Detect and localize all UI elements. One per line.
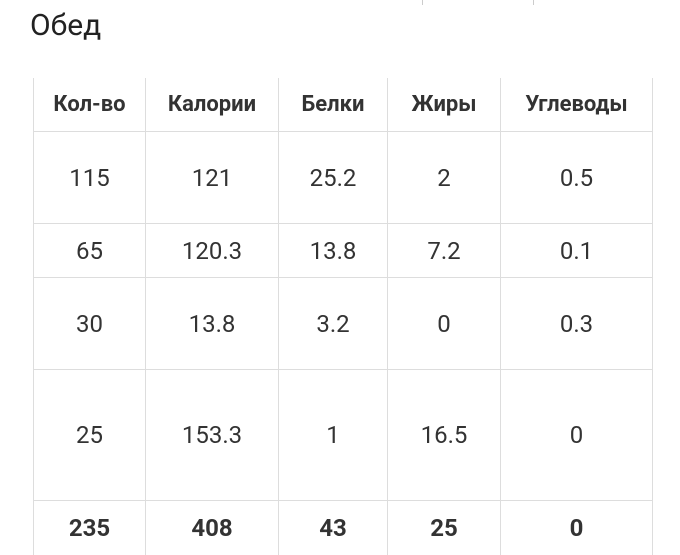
total-row: 235 408 43 25 0: [33, 500, 653, 555]
title: Обед: [30, 8, 102, 43]
cell: 153.3: [145, 369, 279, 501]
cell: 121: [145, 131, 279, 224]
cell: 13.8: [145, 277, 279, 370]
column-header: Кол-во: [33, 78, 146, 132]
cell: 13.8: [278, 223, 388, 278]
column-header: Калории: [145, 78, 279, 132]
total-cell: 43: [278, 500, 388, 555]
cell: 0: [500, 369, 653, 501]
cell: 25.2: [278, 131, 388, 224]
cell: 25: [33, 369, 146, 501]
cell: 16.5: [387, 369, 501, 501]
total-cell: 0: [500, 500, 653, 555]
header-row: Кол-во Калории Белки Жиры Углеводы: [33, 78, 653, 132]
cell: 30: [33, 277, 146, 370]
cell: 7.2: [387, 223, 501, 278]
total-cell: 408: [145, 500, 279, 555]
divider: [422, 0, 423, 5]
cell: 0.5: [500, 131, 653, 224]
cell: 3.2: [278, 277, 388, 370]
row: 30 13.8 3.2 0 0.3: [33, 277, 653, 370]
row: 25 153.3 1 16.5 0: [33, 369, 653, 501]
total-cell: 235: [33, 500, 146, 555]
cell: 65: [33, 223, 146, 278]
total-cell: 25: [387, 500, 501, 555]
cell: 0.3: [500, 277, 653, 370]
row: 115 121 25.2 2 0.5: [33, 131, 653, 224]
column-header: Углеводы: [500, 78, 653, 132]
cell: 2: [387, 131, 501, 224]
cell: 0: [387, 277, 501, 370]
divider: [533, 0, 534, 5]
cell: 0.1: [500, 223, 653, 278]
nutrition-table: Кол-во Калории Белки Жиры Углеводы 115 121 25.…: [33, 78, 653, 555]
column-header: Белки: [278, 78, 388, 132]
row: 65 120.3 13.8 7.2 0.1: [33, 223, 653, 278]
cell: 1: [278, 369, 388, 501]
cell: 115: [33, 131, 146, 224]
cell: 120.3: [145, 223, 279, 278]
column-header: Жиры: [387, 78, 501, 132]
